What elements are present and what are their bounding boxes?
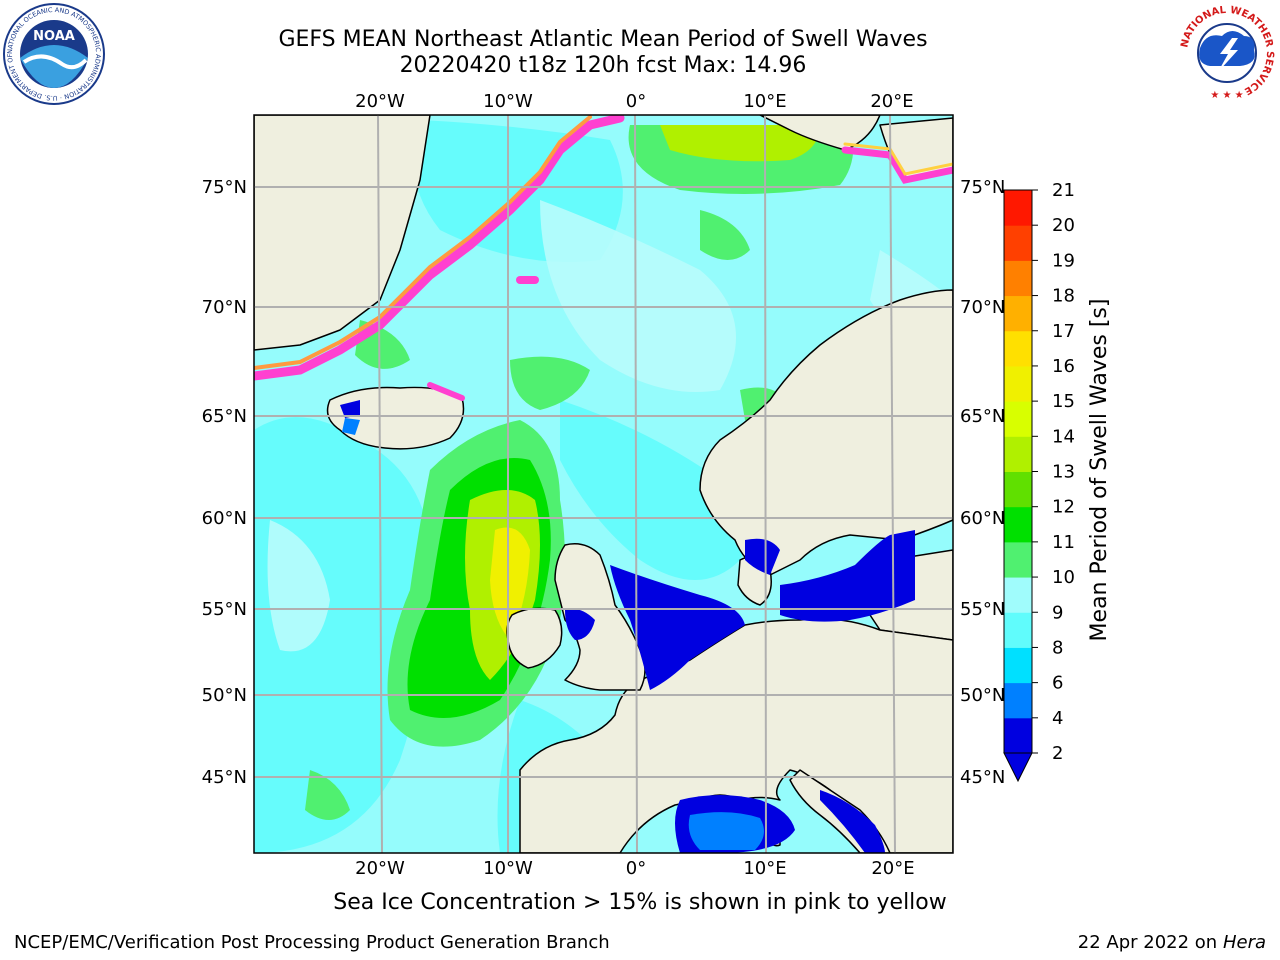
colorbar-swatch [1004, 577, 1032, 613]
lat-label: 75°N [202, 177, 247, 198]
colorbar-swatch [1004, 682, 1032, 719]
colorbar-tick-label: 6 [1052, 673, 1063, 694]
colorbar-tick-label: 2 [1052, 743, 1063, 764]
colorbar-swatch [1004, 471, 1032, 508]
colorbar-tick-label: 19 [1052, 250, 1075, 271]
colorbar-tick-label: 17 [1052, 321, 1075, 342]
lat-label: 65°N [960, 406, 1005, 427]
colorbar-swatch [1004, 717, 1032, 754]
noaa-logo-text: NOAA [33, 29, 75, 44]
colorbar-tick-label: 11 [1052, 532, 1075, 553]
colorbar-tick-label: 15 [1052, 391, 1075, 412]
lat-label: 55°N [960, 599, 1005, 620]
colorbar-label: Mean Period of Swell Waves [s] [1087, 299, 1112, 642]
colorbar-swatch [1004, 365, 1032, 402]
map-frame [253, 114, 954, 854]
sea-ice-note: Sea Ice Concentration > 15% is shown in … [333, 890, 947, 915]
colorbar-tick-label: 21 [1052, 180, 1075, 201]
colorbar-swatch [1004, 225, 1032, 261]
lon-label: 10°W [483, 858, 533, 879]
lat-label: 50°N [202, 685, 247, 706]
chart-subtitle: 20220420 t18z 120h fcst Max: 14.96 [399, 53, 807, 78]
colorbar-tick-label: 12 [1052, 497, 1075, 518]
lon-label: 20°W [355, 858, 405, 879]
credit-text: NCEP/EMC/Verification Post Processing Pr… [14, 932, 610, 953]
colorbar-tick-label: 4 [1052, 708, 1063, 729]
lat-label: 75°N [960, 177, 1005, 198]
lat-label: 70°N [960, 297, 1005, 318]
colorbar-tick-label: 14 [1052, 426, 1075, 447]
lat-labels-right: 75°N 70°N 65°N 60°N 55°N 50°N 45°N [960, 177, 1005, 788]
lat-labels-left: 75°N 70°N 65°N 60°N 55°N 50°N 45°N [202, 177, 247, 788]
lat-label: 45°N [960, 767, 1005, 788]
date-stamp: 22 Apr 2022 on Hera [1078, 932, 1266, 953]
sea-ice-edge [254, 115, 953, 401]
date-text: 22 Apr 2022 on [1077, 932, 1218, 953]
lon-labels-bottom: 20°W 10°W 0° 10°E 20°E [355, 858, 914, 879]
colorbar-swatch [1004, 612, 1032, 648]
colorbar-swatch [1004, 330, 1032, 367]
lon-label: 10°E [743, 858, 786, 879]
host-name: Hera [1222, 932, 1266, 953]
swell-field-green [305, 125, 854, 820]
colorbar-swatch [1004, 436, 1032, 472]
colorbar: 2 4 6 8 9 10 11 12 13 14 15 16 17 18 19 20 21 [1003, 180, 1075, 783]
colorbar-tick-label: 10 [1052, 567, 1075, 588]
nws-logo: NATIONAL WEATHER SERVICE ★ ★ ★ [1178, 4, 1276, 102]
colorbar-extend-triangle [1003, 752, 1033, 783]
graticule [254, 115, 953, 853]
lat-label: 70°N [202, 297, 247, 318]
lat-label: 60°N [960, 508, 1005, 529]
colorbar-tick-label: 20 [1052, 215, 1075, 236]
lon-label: 0° [626, 91, 646, 112]
lon-labels-top: 20°W 10°W 0° 10°E 20°E [355, 91, 913, 112]
colorbar-tick-label: 13 [1052, 462, 1075, 483]
lon-label: 0° [626, 858, 646, 879]
lat-label: 50°N [960, 685, 1005, 706]
lon-label: 20°E [870, 91, 913, 112]
colorbar-swatch [1004, 506, 1032, 543]
lat-label: 65°N [202, 406, 247, 427]
lat-label: 45°N [202, 767, 247, 788]
colorbar-swatch [1004, 190, 1032, 226]
colorbar-swatch [1004, 647, 1032, 684]
svg-text:★ ★ ★: ★ ★ ★ [1210, 90, 1243, 101]
chart-title: GEFS MEAN Northeast Atlantic Mean Period… [278, 27, 928, 52]
colorbar-swatch [1004, 295, 1032, 332]
colorbar-tick-label: 18 [1052, 286, 1075, 307]
lon-label: 10°W [483, 91, 533, 112]
colorbar-tick-label: 9 [1052, 602, 1063, 623]
colorbar-swatch [1004, 541, 1032, 578]
noaa-logo: NATIONAL OCEANIC AND ATMOSPHERIC ADMINIS… [2, 2, 105, 105]
colorbar-swatch [1004, 401, 1032, 437]
lon-label: 20°E [871, 858, 914, 879]
lon-label: 20°W [355, 91, 405, 112]
lat-label: 60°N [202, 508, 247, 529]
lat-label: 55°N [202, 599, 247, 620]
colorbar-tick-label: 16 [1052, 356, 1075, 377]
colorbar-tick-label: 8 [1052, 637, 1063, 658]
lon-label: 10°E [743, 91, 786, 112]
colorbar-swatch [1004, 260, 1032, 297]
